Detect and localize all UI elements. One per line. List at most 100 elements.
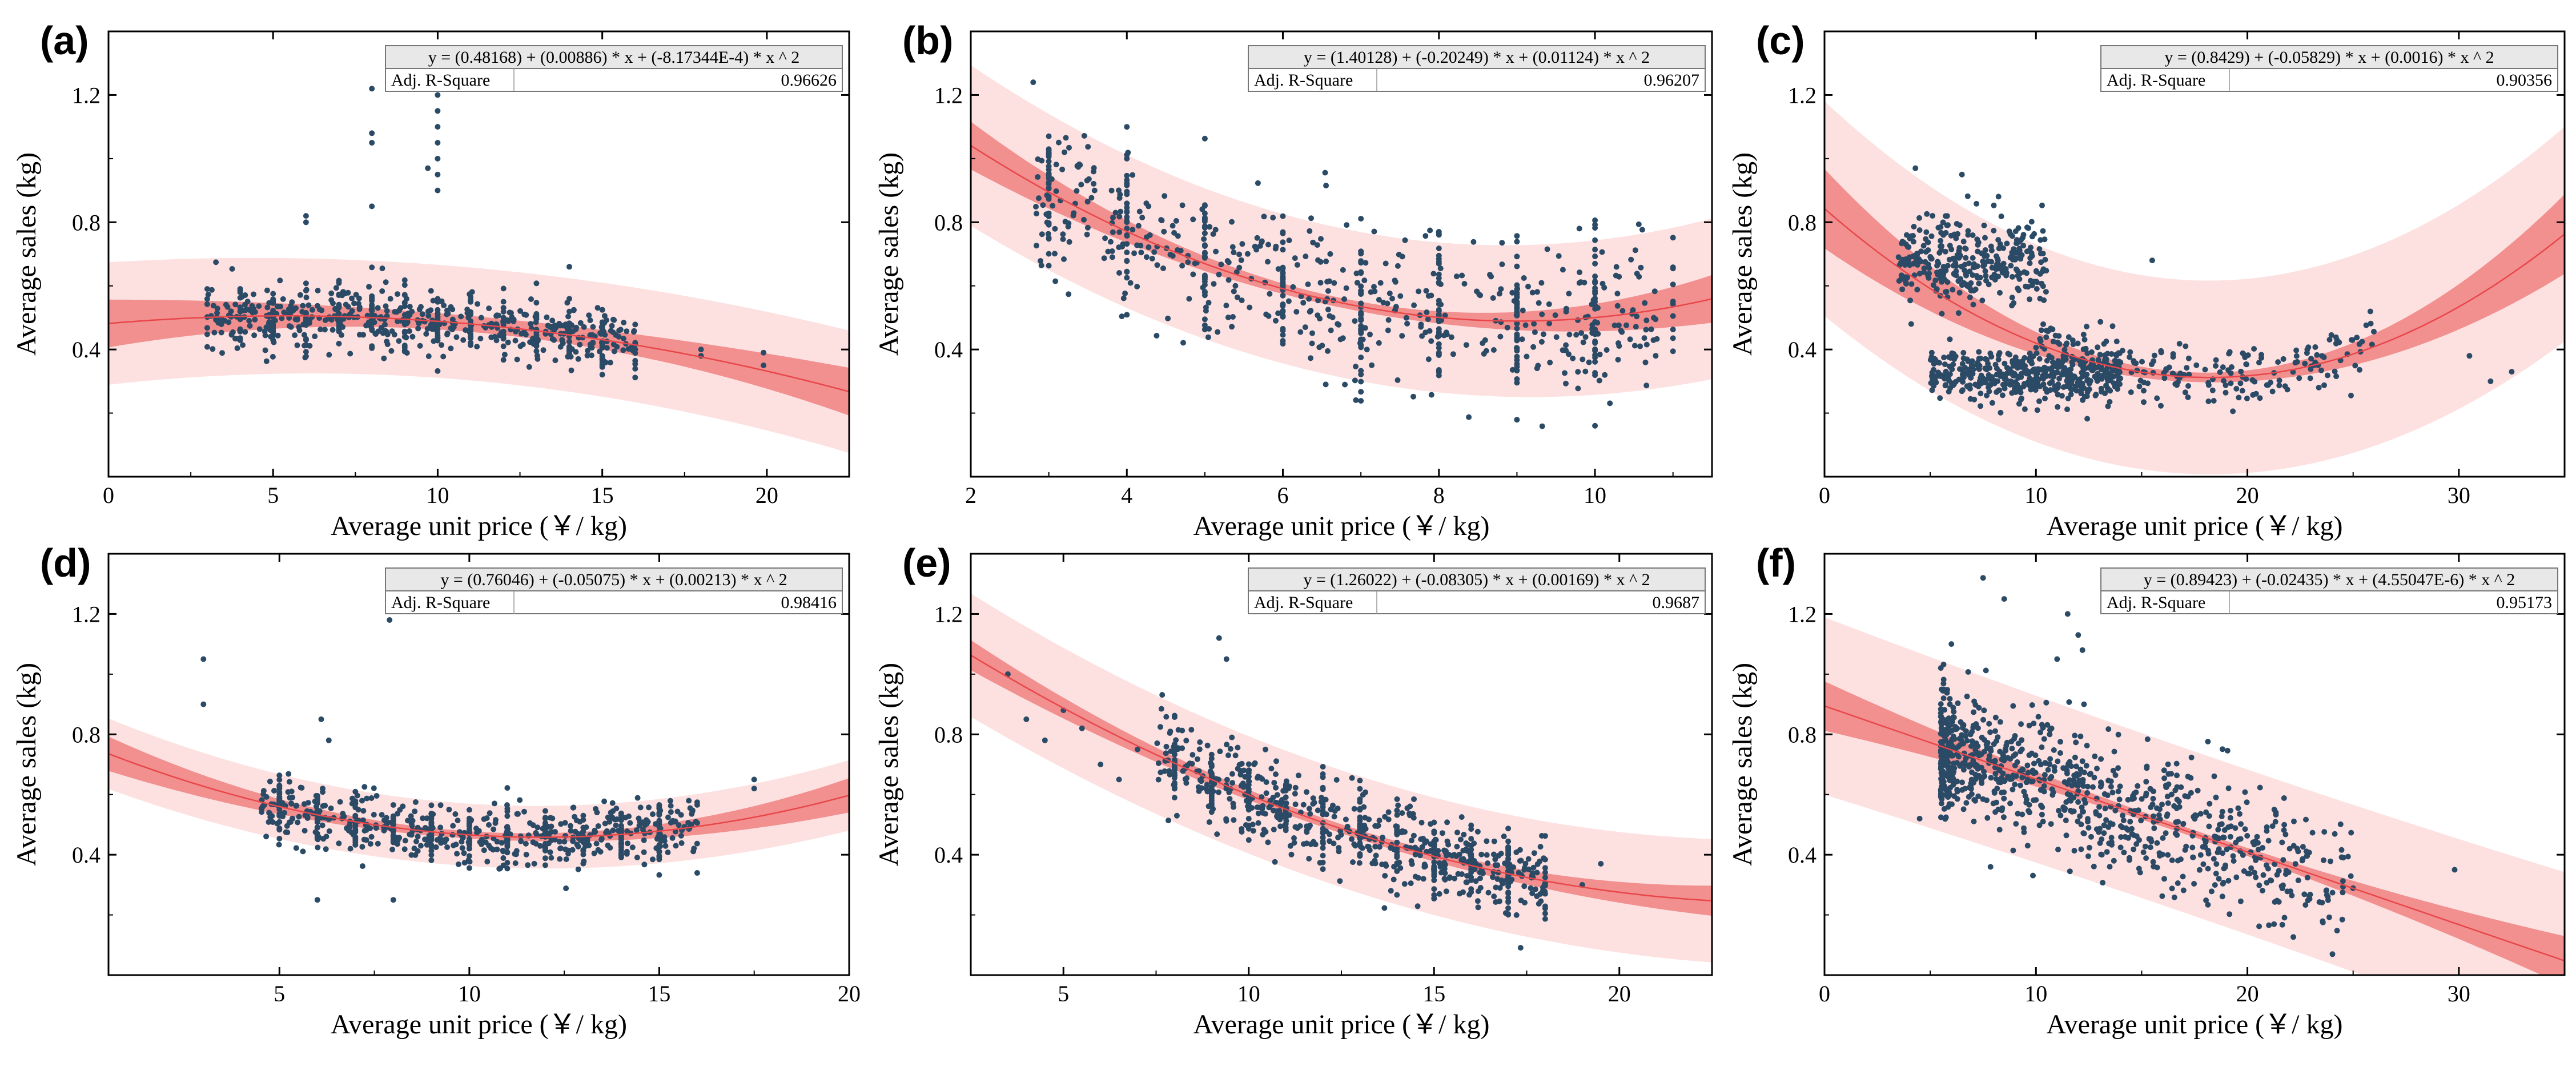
data-point (1477, 292, 1483, 298)
data-point (1929, 350, 1935, 356)
data-point (1280, 302, 1286, 308)
data-point (1619, 329, 1625, 335)
data-point (1556, 253, 1562, 259)
data-point (1131, 251, 1137, 256)
data-point (1440, 869, 1445, 875)
data-point (2085, 853, 2091, 859)
data-point (2348, 830, 2354, 836)
data-point (2064, 369, 2070, 375)
data-point (1546, 301, 1552, 307)
data-point (668, 798, 673, 804)
data-point (383, 303, 389, 309)
data-point (1066, 224, 1071, 230)
data-point (1195, 756, 1200, 762)
data-point (2284, 868, 2289, 873)
data-point (1352, 806, 1357, 812)
data-point (1361, 277, 1367, 283)
data-point (1034, 211, 1039, 216)
data-point (1436, 345, 1442, 351)
data-point (1612, 323, 1618, 328)
data-point (2010, 787, 2015, 792)
data-point (269, 813, 275, 819)
data-point (1280, 214, 1286, 219)
data-point (357, 332, 363, 337)
data-point (371, 786, 377, 791)
data-point (1325, 348, 1331, 354)
data-point (2303, 817, 2309, 823)
data-point (1320, 811, 1326, 817)
data-point (2039, 722, 2045, 728)
data-point (1941, 733, 1947, 739)
data-point (2219, 821, 2225, 827)
data-point (239, 294, 245, 300)
data-point (1263, 747, 1268, 752)
data-point (1050, 203, 1055, 208)
data-point (1508, 879, 1513, 884)
data-point (1358, 251, 1364, 256)
data-point (1353, 364, 1359, 369)
data-point (1947, 336, 1953, 342)
data-point (618, 842, 624, 847)
data-point (2191, 881, 2197, 887)
data-point (2139, 796, 2145, 802)
data-point (1303, 253, 1308, 259)
data-point (428, 819, 434, 825)
data-point (2001, 814, 2007, 820)
data-point (2084, 324, 2089, 329)
data-point (2213, 861, 2219, 867)
data-point (435, 335, 440, 340)
data-point (1644, 342, 1650, 348)
data-point (2222, 827, 2228, 833)
data-point (336, 840, 341, 846)
x-axis-label: Average unit price (￥/ kg) (2047, 511, 2343, 541)
data-point (1634, 271, 1640, 276)
data-point (1358, 379, 1364, 385)
data-point (1323, 183, 1329, 188)
plot-area (971, 594, 1712, 963)
data-point (618, 835, 624, 840)
data-point (2198, 852, 2204, 858)
data-point (2174, 772, 2180, 778)
data-point (1670, 281, 1676, 287)
data-point (1995, 379, 2000, 384)
data-point (389, 847, 395, 852)
data-point (1431, 868, 1437, 873)
data-point (2051, 747, 2057, 753)
data-point (2340, 889, 2345, 895)
data-point (1638, 265, 1643, 271)
data-point (467, 822, 472, 828)
data-point (1950, 361, 1956, 367)
data-point (1358, 372, 1364, 377)
data-point (1280, 265, 1286, 271)
data-point (524, 852, 529, 857)
data-point (1628, 257, 1634, 263)
data-point (2012, 751, 2018, 757)
data-point (238, 308, 243, 314)
data-point (1223, 816, 1229, 822)
data-point (521, 809, 527, 815)
data-point (2114, 339, 2120, 344)
data-point (1562, 370, 1568, 376)
data-point (2257, 395, 2263, 401)
data-point (2175, 880, 2181, 886)
data-point (252, 317, 258, 323)
data-point (1246, 816, 1252, 822)
data-point (2238, 369, 2244, 375)
data-point (1975, 242, 1981, 248)
data-point (1908, 281, 1914, 287)
data-point (251, 292, 256, 297)
data-point (2285, 387, 2290, 392)
data-point (2244, 361, 2249, 367)
data-point (596, 823, 601, 829)
data-point (1961, 806, 1967, 812)
data-point (1449, 853, 1455, 859)
data-point (1553, 312, 1558, 318)
data-point (1509, 290, 1515, 296)
data-point (1046, 196, 1052, 202)
data-point (1183, 780, 1189, 786)
data-point (1642, 335, 1647, 341)
data-point (275, 333, 281, 339)
data-point (1982, 223, 1987, 228)
data-point (1371, 229, 1377, 235)
equation-box: y = (0.8429) + (-0.05829) * x + (0.0016)… (2101, 46, 2558, 91)
